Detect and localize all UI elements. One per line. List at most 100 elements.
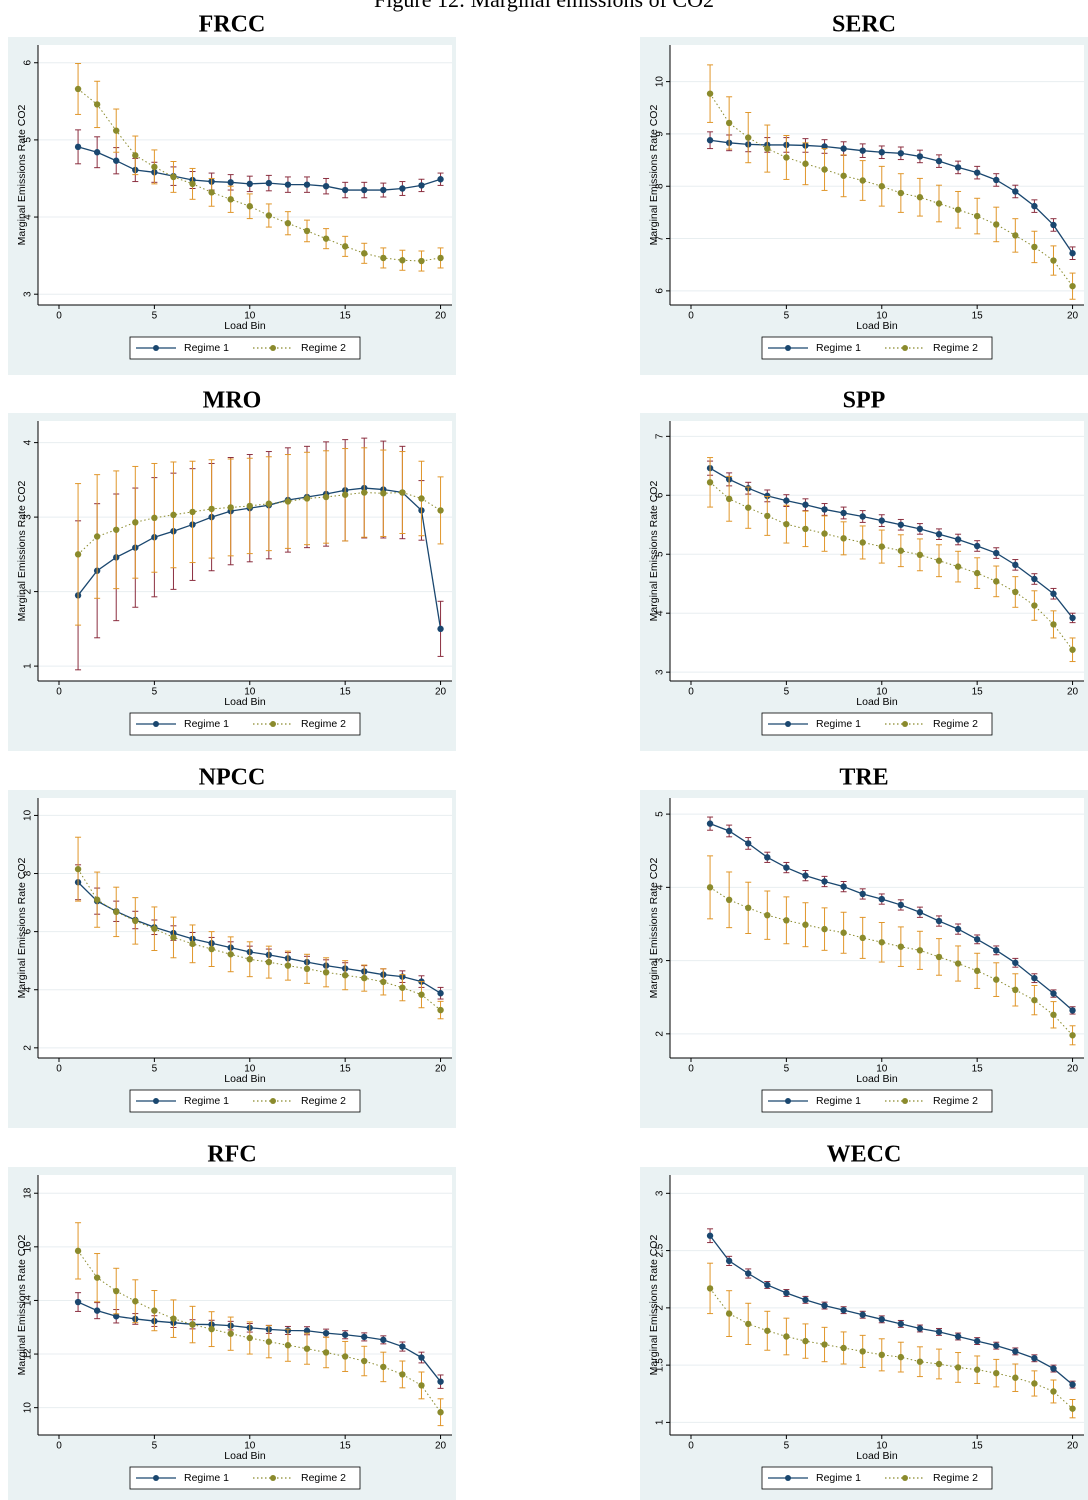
data-point <box>399 489 406 496</box>
series-line <box>77 1301 442 1383</box>
data-point <box>706 1232 714 1239</box>
legend-marker <box>902 721 908 727</box>
y-tick-label: 7 <box>655 433 666 439</box>
y-tick-label: 12 <box>23 1348 34 1360</box>
data-point <box>840 172 847 179</box>
data-point <box>399 984 406 991</box>
data-point <box>170 1315 177 1322</box>
y-tick-label: 9 <box>655 131 666 137</box>
y-tick-label: 10 <box>23 1402 34 1414</box>
x-tick-label: 20 <box>435 1064 447 1075</box>
data-point <box>284 498 292 505</box>
data-point <box>189 940 196 948</box>
data-point <box>783 1333 790 1340</box>
data-point <box>265 500 273 507</box>
legend-box <box>761 712 993 736</box>
data-point <box>1069 1032 1076 1039</box>
y-tick-label: 5 <box>655 811 666 817</box>
data-point <box>170 511 177 519</box>
data-point <box>113 908 120 916</box>
data-point <box>764 492 771 500</box>
data-point <box>973 936 981 943</box>
data-point <box>764 911 771 919</box>
legend-marker <box>153 345 159 351</box>
x-tick-label: 0 <box>56 1064 62 1075</box>
y-axis-label: Marginal Emissions Rate CO2 <box>16 481 28 622</box>
data-point <box>93 101 101 108</box>
data-point <box>973 212 981 220</box>
legend-marker <box>153 1475 159 1481</box>
data-point <box>745 1320 752 1328</box>
data-point <box>706 137 714 144</box>
x-axis-label: Load Bin <box>224 1073 266 1085</box>
legend-label: Regime 2 <box>933 1472 978 1484</box>
data-point <box>821 166 828 173</box>
figure-title: Figure 12: Marginal emissions of CO2 <box>374 0 714 12</box>
data-point <box>208 1325 215 1333</box>
data-point <box>132 519 139 526</box>
data-point <box>1050 621 1057 628</box>
data-point <box>783 1289 790 1297</box>
data-point <box>437 1409 444 1416</box>
data-point <box>993 1369 1000 1377</box>
data-point <box>380 490 387 497</box>
series-line <box>77 492 441 555</box>
data-point <box>745 840 752 847</box>
data-point <box>1050 1388 1057 1395</box>
x-axis-label: Load Bin <box>224 696 266 708</box>
data-point <box>783 864 790 871</box>
data-point <box>840 535 847 542</box>
legend-marker <box>785 1098 791 1104</box>
data-point <box>954 536 962 543</box>
data-point <box>1012 1374 1019 1381</box>
data-point <box>993 578 1000 585</box>
series-line <box>77 1250 441 1413</box>
legend-marker <box>270 345 276 351</box>
x-tick-label: 5 <box>784 687 790 698</box>
data-point <box>725 495 733 503</box>
data-point <box>341 1331 349 1338</box>
data-point <box>916 153 924 160</box>
data-point <box>802 872 809 879</box>
x-tick-label: 20 <box>435 1441 447 1452</box>
y-tick-label: 8 <box>23 870 34 876</box>
data-point <box>954 164 962 171</box>
data-point <box>322 969 330 976</box>
data-point <box>1069 250 1076 257</box>
data-point <box>821 1341 828 1348</box>
legend-marker <box>902 345 908 351</box>
data-point <box>113 526 120 533</box>
data-point <box>706 1285 714 1292</box>
data-point <box>113 1313 120 1320</box>
y-tick-label: 2 <box>23 1045 34 1051</box>
data-point <box>993 976 1000 983</box>
legend-label: Regime 2 <box>933 718 978 730</box>
data-point <box>361 186 368 194</box>
series-line <box>709 886 1073 1036</box>
data-point <box>1050 1365 1057 1372</box>
y-tick-label: 10 <box>23 809 34 821</box>
data-point <box>1050 221 1057 229</box>
data-point <box>284 962 292 969</box>
data-point <box>303 965 311 973</box>
data-point <box>303 227 311 235</box>
data-point <box>418 991 425 998</box>
y-tick-label: 6 <box>23 60 34 66</box>
data-point <box>418 1354 425 1361</box>
data-point <box>897 521 905 528</box>
data-point <box>418 182 425 189</box>
x-tick-label: 20 <box>435 311 447 322</box>
x-tick-label: 10 <box>244 687 256 698</box>
data-point <box>802 501 809 508</box>
data-point <box>1050 1011 1057 1018</box>
data-point <box>1069 1405 1076 1412</box>
data-point <box>878 149 885 156</box>
data-point <box>113 127 120 134</box>
data-point <box>380 1363 387 1371</box>
x-tick-label: 15 <box>972 687 984 698</box>
data-point <box>132 152 139 159</box>
x-tick-label: 15 <box>340 1064 352 1075</box>
y-axis-label: Marginal Emissions Rate CO2 <box>648 858 660 999</box>
legend-label: Regime 1 <box>816 1472 861 1484</box>
data-point <box>151 925 158 932</box>
